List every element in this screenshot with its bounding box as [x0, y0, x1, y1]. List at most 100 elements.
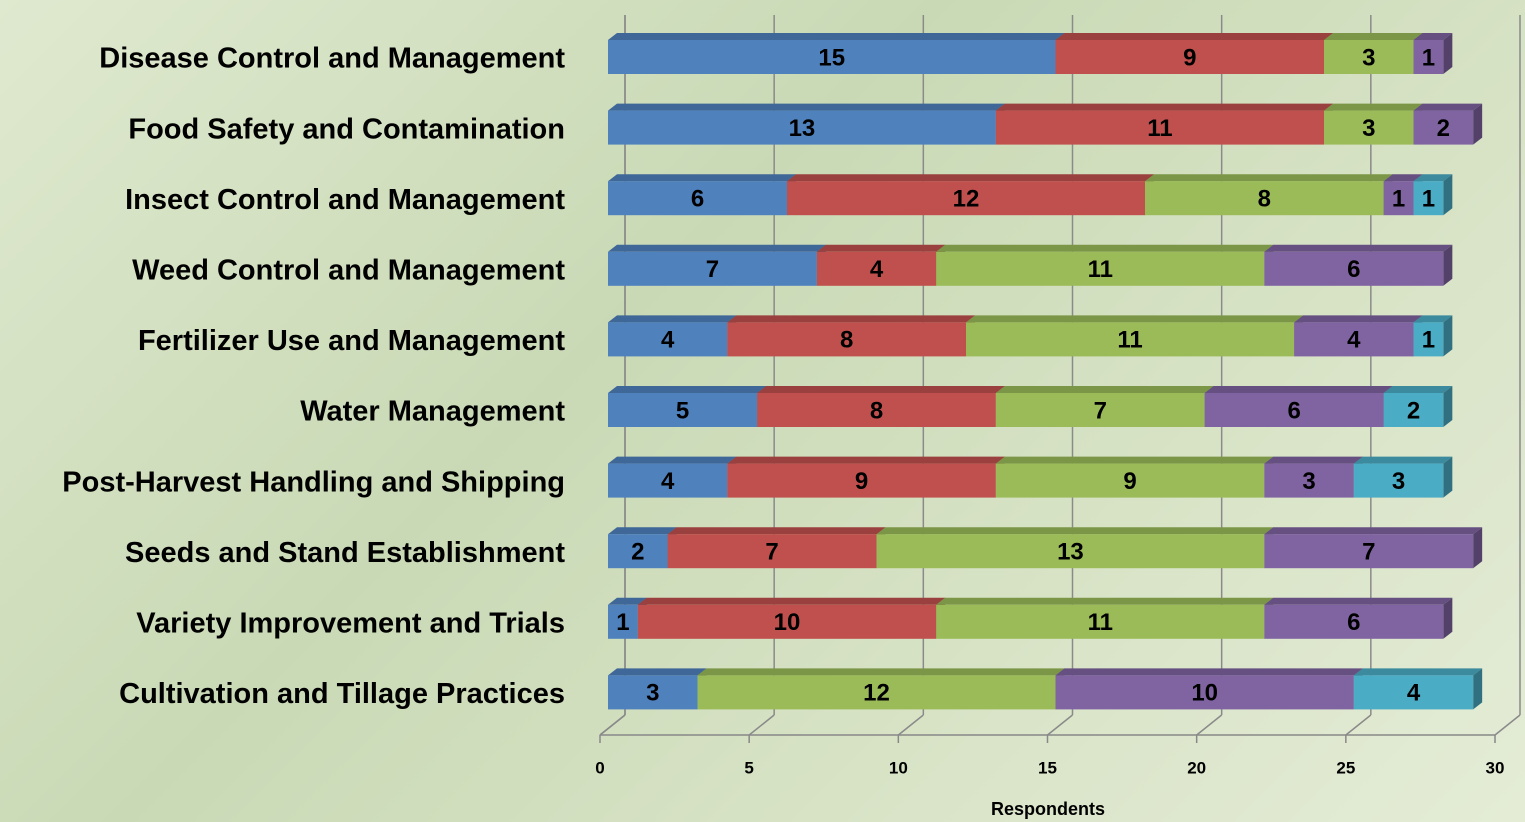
grid-floor-line — [1047, 714, 1073, 736]
bar — [995, 110, 1324, 145]
bar-top — [1264, 456, 1363, 464]
data-label: 3 — [1392, 468, 1405, 495]
x-tick-label: 25 — [1336, 758, 1355, 777]
bar — [1383, 181, 1414, 216]
data-label: 3 — [1362, 44, 1375, 71]
bar — [608, 322, 728, 357]
bar-top — [1264, 527, 1483, 535]
data-label: 6 — [1347, 609, 1360, 636]
bar — [727, 463, 996, 498]
bar — [608, 463, 728, 498]
data-label: 3 — [1362, 115, 1375, 142]
bar-top — [995, 456, 1274, 464]
bar-side — [1443, 386, 1453, 427]
y-tick-label: Seeds and Stand Establishment — [125, 537, 565, 569]
bar — [1353, 463, 1444, 498]
bar-top — [637, 597, 946, 605]
bar — [995, 463, 1265, 498]
x-axis-title: Respondents — [991, 799, 1105, 819]
bar-top — [1413, 33, 1453, 40]
y-tick-label: Post-Harvest Handling and Shipping — [62, 466, 565, 498]
grid-floor-line — [1196, 714, 1223, 736]
bar — [1264, 463, 1354, 498]
data-label: 1 — [1422, 327, 1435, 354]
data-label: 7 — [1094, 397, 1107, 424]
x-tick-label: 0 — [595, 758, 604, 777]
x-tick-label: 30 — [1486, 758, 1505, 777]
bar-top — [1324, 103, 1423, 111]
data-label: 7 — [706, 256, 719, 283]
data-label: 4 — [661, 468, 675, 495]
bar — [608, 181, 787, 216]
bar — [757, 393, 996, 427]
y-tick-label: Variety Improvement and Trials — [136, 607, 565, 639]
data-label: 6 — [1287, 397, 1300, 424]
bar — [1264, 604, 1444, 639]
bar-top — [608, 244, 826, 252]
bar-top — [1055, 33, 1333, 40]
data-label: 15 — [818, 44, 845, 71]
bar — [667, 534, 877, 569]
bar — [608, 604, 638, 639]
bar — [608, 393, 758, 427]
x-tick-label: 10 — [889, 758, 908, 777]
bar-top — [757, 386, 1005, 393]
bar-top — [787, 174, 1154, 182]
data-label: 1 — [616, 609, 629, 636]
data-label: 9 — [1183, 44, 1196, 71]
data-label: 13 — [789, 115, 816, 142]
bar — [1204, 393, 1384, 427]
bar-side — [1473, 103, 1483, 145]
bar — [727, 322, 966, 357]
bar — [1264, 251, 1444, 286]
data-label: 11 — [1117, 327, 1142, 354]
bar — [1413, 322, 1444, 357]
bar-side — [1443, 33, 1453, 74]
bar-top — [608, 315, 737, 323]
data-label: 4 — [1347, 327, 1361, 354]
bar — [1353, 675, 1474, 710]
bar — [1324, 40, 1414, 74]
bar-side — [1443, 174, 1453, 216]
data-label: 8 — [840, 327, 853, 354]
x-tick-label: 15 — [1038, 758, 1057, 777]
bar — [1413, 181, 1444, 216]
bar-top — [727, 315, 975, 323]
data-label: 4 — [870, 256, 884, 283]
data-label: 10 — [1191, 680, 1218, 707]
bar-top — [995, 386, 1214, 393]
bar — [936, 251, 1265, 286]
data-label: 2 — [631, 539, 644, 566]
data-label: 2 — [1407, 397, 1420, 424]
data-label: 2 — [1437, 115, 1450, 142]
bar-top — [608, 597, 647, 605]
bar-side — [1443, 315, 1453, 357]
bar-top — [1145, 174, 1393, 182]
bar-top — [608, 174, 796, 182]
bar-top — [1383, 174, 1423, 182]
data-label: 11 — [1147, 115, 1172, 142]
bar-top — [608, 386, 767, 393]
bar — [1055, 675, 1354, 710]
bar-top — [697, 668, 1065, 676]
bar-top — [1264, 244, 1453, 252]
data-label: 6 — [1347, 256, 1360, 283]
bar-side — [1443, 244, 1453, 286]
data-label: 7 — [765, 539, 778, 566]
data-label: 10 — [774, 609, 801, 636]
y-tick-label: Disease Control and Management — [99, 43, 565, 75]
bar-side — [1473, 668, 1483, 710]
data-label: 8 — [1258, 186, 1271, 213]
data-label: 11 — [1088, 609, 1113, 636]
bar-top — [936, 597, 1274, 605]
bar — [1264, 534, 1474, 569]
bar-top — [1324, 33, 1423, 40]
bar — [697, 675, 1056, 710]
bar-top — [1413, 103, 1483, 111]
bar — [1145, 181, 1384, 216]
grid-floor-line — [897, 714, 924, 736]
data-label: 4 — [1407, 680, 1421, 707]
bar — [1055, 40, 1324, 74]
y-tick-label: Insect Control and Management — [125, 184, 565, 216]
